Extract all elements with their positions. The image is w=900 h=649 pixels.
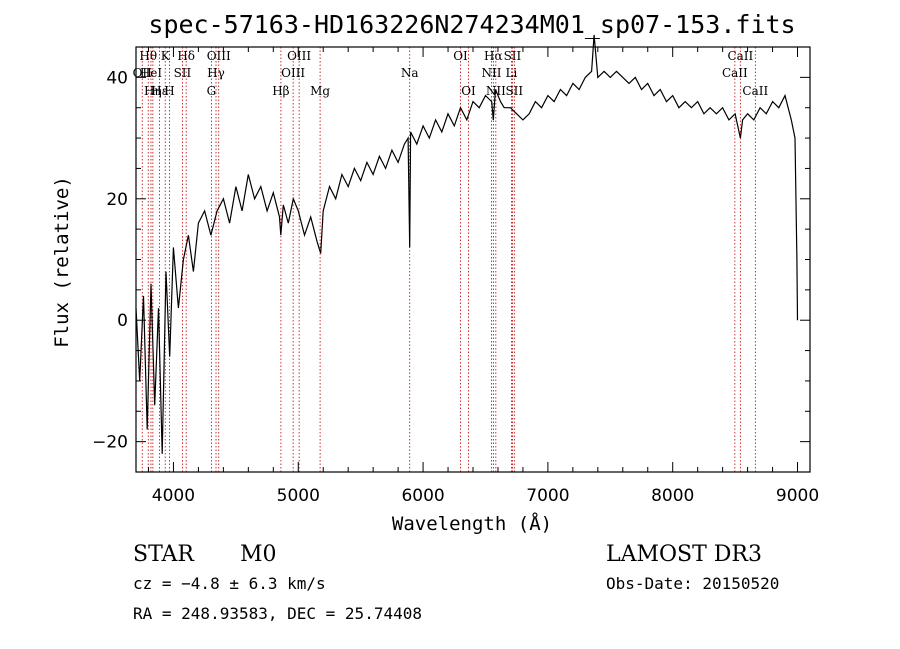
chart-title: spec-57163-HD163226N274234M01_sp07-153.f… [148,10,795,39]
line-label-13: OIII [281,66,305,80]
x-tick-label-9000: 9000 [776,486,819,506]
line-label-6: H [164,84,174,98]
x-tick-label-8000: 8000 [651,486,694,506]
line-marker-layer [141,47,756,472]
y-tick-label-20: 20 [106,190,128,210]
y-tick-label--20: −20 [92,433,128,453]
x-tick-label-4000: 4000 [152,486,195,506]
line-label-10: Hγ [207,66,225,80]
plot-frame [135,46,811,473]
x-tick-label-5000: 5000 [277,486,320,506]
line-label-25: CaII [722,66,748,80]
line-label-27: CaII [742,84,768,98]
line-label-24: SII [505,84,523,98]
line-label-11: OIII [207,49,231,63]
line-label-23: SII [504,49,522,63]
line-label-26: CaII [727,49,753,63]
object-subclass: M0 [240,542,277,567]
line-label-4: Hε [151,84,168,98]
line-label-2: HeI [140,66,163,80]
line-label-3: Hη [144,84,162,98]
y-axis-label: Flux (relative) [51,176,73,348]
line-label-19: NII [481,66,501,80]
object-class: STAR [133,542,195,567]
y-tick-label-40: 40 [106,68,128,88]
line-label-16: Na [401,66,419,80]
line-label-1: Hθ [139,49,157,63]
axis-ticks: 4000 5000 6000 7000 8000 9000 −20 0 20 40 [92,46,819,506]
line-label-5: K [161,49,171,63]
line-label-14: OIII [287,49,311,63]
line-label-12: Hβ [272,84,289,98]
line-label-8: Hδ [177,49,195,63]
line-label-18: OI [461,84,476,98]
coordinates-text: RA = 248.93583, DEC = 25.74408 [133,604,422,623]
line-label-15: Mg [310,84,330,98]
x-tick-label-6000: 6000 [401,486,444,506]
obs-date: Obs-Date: 20150520 [606,574,779,593]
line-label-9: G [207,84,217,98]
redshift-text: cz = −4.8 ± 6.3 km/s [133,574,326,593]
line-label-20: Hα [484,49,503,63]
x-tick-label-7000: 7000 [526,486,569,506]
line-label-17: OI [453,49,468,63]
line-label-layer: OIIHθHeIHηHεKHSIIHδGHγOIIIHβOIIIOIIIMgNa… [133,49,769,98]
line-label-7: SII [174,66,192,80]
line-label-0: OII [133,66,153,80]
survey-name: LAMOST DR3 [606,542,762,567]
line-label-22: Li [506,66,518,80]
x-axis-label: Wavelength (Å) [392,512,552,535]
y-tick-label-0: 0 [117,311,128,331]
spectrum-line [135,34,799,454]
